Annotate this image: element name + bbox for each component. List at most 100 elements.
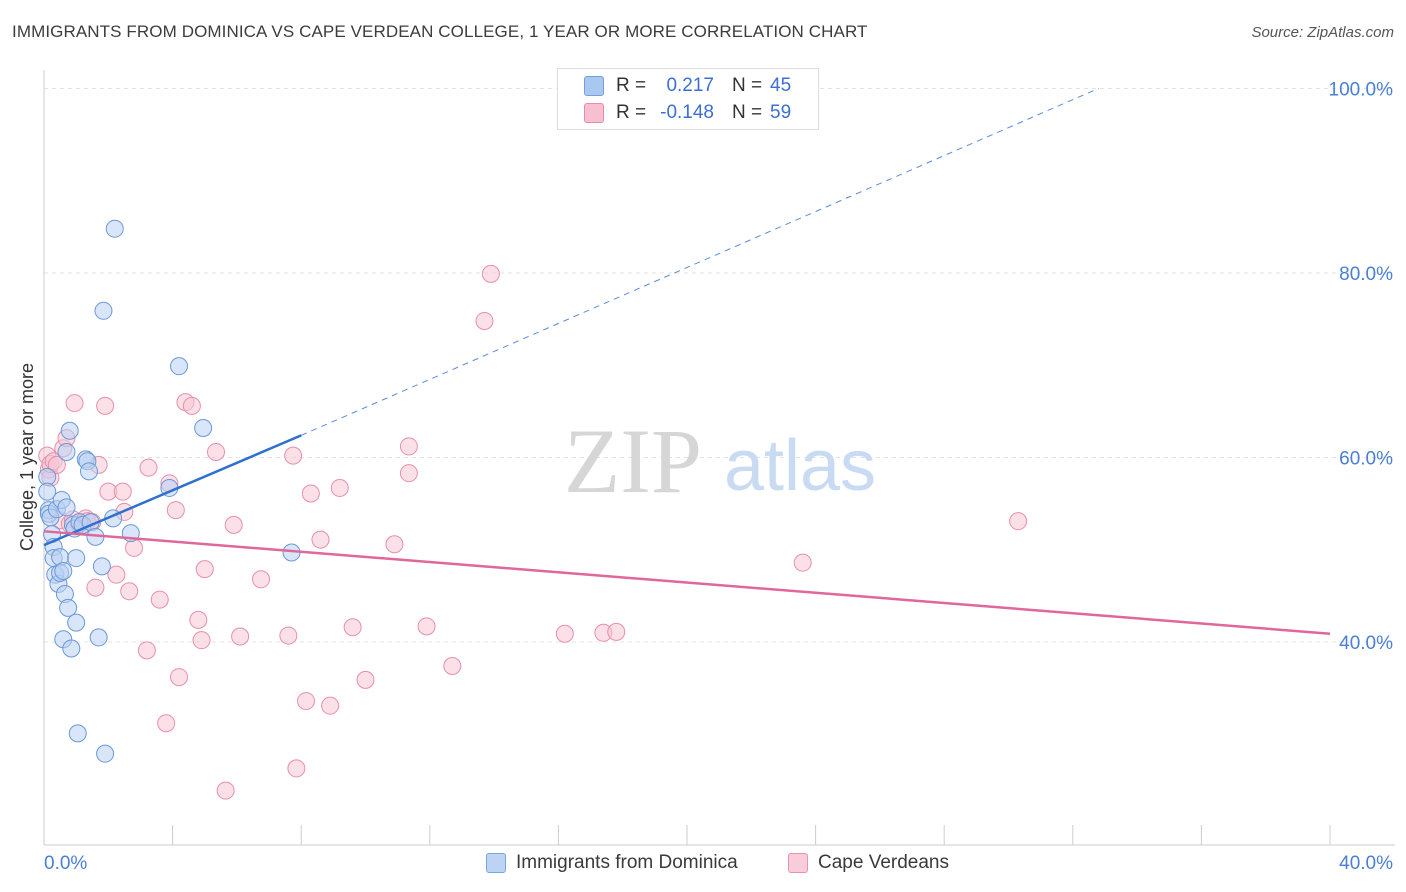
data-point-cape-verdeans bbox=[192, 631, 211, 650]
data-point-cape-verdeans bbox=[195, 560, 214, 579]
legend-label: Cape Verdeans bbox=[818, 852, 949, 873]
trend-line-dominica bbox=[43, 434, 302, 547]
data-point-cape-verdeans bbox=[113, 482, 132, 501]
data-point-cape-verdeans bbox=[301, 484, 320, 503]
data-point-cape-verdeans bbox=[139, 458, 158, 477]
data-point-dominica bbox=[57, 442, 76, 461]
data-point-cape-verdeans bbox=[120, 582, 139, 601]
stats-n-label: N = bbox=[732, 102, 763, 123]
y-tick-label: 80.0% bbox=[1339, 264, 1393, 285]
data-point-cape-verdeans bbox=[287, 759, 306, 778]
data-point-dominica bbox=[59, 598, 78, 617]
data-point-cape-verdeans bbox=[311, 530, 330, 549]
data-point-cape-verdeans bbox=[150, 590, 169, 609]
legend-item-dominica[interactable]: Immigrants from Dominica bbox=[486, 852, 738, 874]
stats-swatch-blue bbox=[584, 76, 604, 96]
data-point-cape-verdeans bbox=[157, 714, 176, 733]
data-point-cape-verdeans bbox=[279, 626, 298, 645]
grid-lines bbox=[44, 87, 1395, 643]
bottom-legend: Immigrants from Dominica Cape Verdeans bbox=[0, 852, 1406, 876]
chart-title: IMMIGRANTS FROM DOMINICA VS CAPE VERDEAN… bbox=[12, 22, 868, 41]
data-point-dominica bbox=[80, 462, 99, 481]
data-point-cape-verdeans bbox=[555, 624, 574, 643]
data-point-dominica bbox=[60, 421, 79, 440]
data-point-dominica bbox=[57, 498, 76, 517]
data-point-dominica bbox=[68, 724, 87, 743]
stats-n-label: N = bbox=[732, 75, 763, 96]
data-point-cape-verdeans bbox=[399, 464, 418, 483]
data-point-cape-verdeans bbox=[443, 657, 462, 676]
data-point-cape-verdeans bbox=[96, 396, 115, 415]
x-tick-label: 0.0% bbox=[44, 853, 87, 874]
data-point-cape-verdeans bbox=[356, 670, 375, 689]
stats-n-value: 59 bbox=[770, 102, 792, 123]
data-point-dominica bbox=[89, 628, 108, 647]
data-point-cape-verdeans bbox=[330, 478, 349, 497]
watermark: ZIP atlas bbox=[564, 410, 876, 512]
data-point-cape-verdeans bbox=[189, 610, 208, 629]
data-point-cape-verdeans bbox=[481, 264, 500, 283]
data-point-cape-verdeans bbox=[399, 437, 418, 456]
stats-swatch-pink bbox=[584, 103, 604, 123]
legend-label: Immigrants from Dominica bbox=[516, 852, 738, 873]
data-point-cape-verdeans bbox=[607, 622, 626, 641]
data-point-cape-verdeans bbox=[475, 311, 494, 330]
data-point-cape-verdeans bbox=[385, 535, 404, 554]
trend-lines bbox=[43, 87, 1331, 635]
data-point-dominica bbox=[54, 561, 73, 580]
data-point-cape-verdeans bbox=[321, 696, 340, 715]
series-cape-verdeans bbox=[38, 264, 1028, 800]
data-point-cape-verdeans bbox=[182, 396, 201, 415]
series-immigrants-from-dominica bbox=[38, 219, 301, 763]
watermark-zip: ZIP bbox=[564, 410, 702, 512]
data-point-cape-verdeans bbox=[284, 446, 303, 465]
legend-swatch-pink bbox=[788, 853, 808, 873]
data-point-cape-verdeans bbox=[297, 692, 316, 711]
y-tick-label: 40.0% bbox=[1339, 633, 1393, 654]
y-tick-labels: 40.0% 60.0% 80.0% 100.0% bbox=[1329, 79, 1394, 654]
trend-line-cape-verdeans bbox=[43, 530, 1331, 635]
data-point-dominica bbox=[62, 639, 81, 658]
stats-row-dominica: R = 0.217 N = 45 bbox=[558, 73, 818, 99]
data-point-dominica bbox=[96, 744, 115, 763]
stats-r-value: -0.148 bbox=[660, 102, 714, 123]
source-label: Source: ZipAtlas.com bbox=[1251, 24, 1394, 41]
data-point-dominica bbox=[92, 557, 111, 576]
data-point-cape-verdeans bbox=[65, 394, 84, 413]
legend-swatch-blue bbox=[486, 853, 506, 873]
data-point-dominica bbox=[170, 357, 189, 376]
stats-r-label: R = bbox=[616, 102, 647, 123]
data-point-dominica bbox=[38, 482, 57, 501]
data-point-dominica bbox=[67, 549, 86, 568]
stats-legend: R = 0.217 N = 45 R = -0.148 N = 59 bbox=[557, 68, 819, 130]
x-tick-labels: 0.0% 40.0% bbox=[44, 853, 1393, 874]
y-axis-label: College, 1 year or more bbox=[17, 363, 37, 551]
data-point-cape-verdeans bbox=[252, 570, 271, 589]
data-point-cape-verdeans bbox=[125, 538, 144, 557]
data-point-dominica bbox=[67, 613, 86, 632]
data-point-dominica bbox=[94, 301, 113, 320]
data-point-cape-verdeans bbox=[170, 668, 189, 687]
data-point-cape-verdeans bbox=[47, 455, 66, 474]
data-point-cape-verdeans bbox=[1009, 512, 1028, 531]
legend-item-cape-verdeans[interactable]: Cape Verdeans bbox=[788, 852, 949, 874]
data-point-cape-verdeans bbox=[224, 515, 243, 534]
data-point-cape-verdeans bbox=[793, 553, 812, 572]
data-point-dominica bbox=[194, 418, 213, 437]
data-point-cape-verdeans bbox=[343, 618, 362, 637]
data-point-cape-verdeans bbox=[216, 781, 235, 800]
stats-r-value: 0.217 bbox=[666, 75, 714, 96]
y-tick-label: 60.0% bbox=[1339, 449, 1393, 470]
stats-row-cape-verdeans: R = -0.148 N = 59 bbox=[558, 100, 818, 126]
data-point-cape-verdeans bbox=[86, 578, 105, 597]
data-point-cape-verdeans bbox=[231, 627, 250, 646]
data-point-cape-verdeans bbox=[417, 617, 436, 636]
data-point-dominica bbox=[105, 219, 124, 238]
trend-line-dominica-extension bbox=[301, 87, 1099, 436]
data-point-cape-verdeans bbox=[107, 565, 126, 584]
data-point-cape-verdeans bbox=[207, 442, 226, 461]
data-point-cape-verdeans bbox=[137, 641, 156, 660]
watermark-atlas: atlas bbox=[724, 426, 876, 506]
stats-n-value: 45 bbox=[770, 75, 792, 96]
